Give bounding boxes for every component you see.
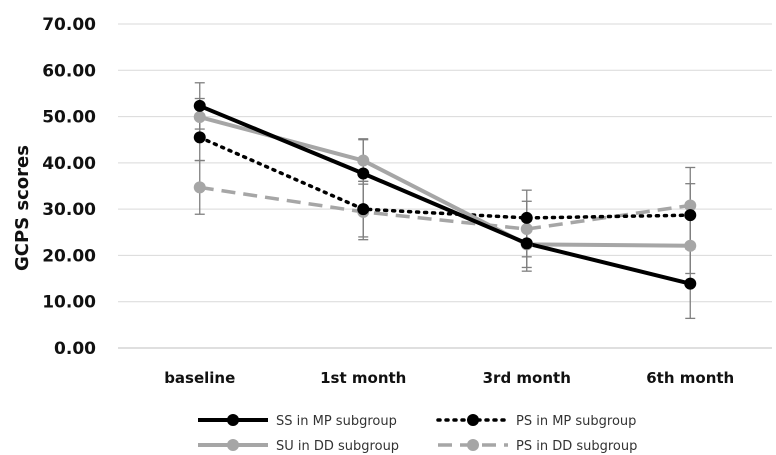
y-tick-label: 20.00 — [42, 246, 96, 266]
y-axis-ticks: 0.00 10.00 20.00 30.00 40.00 50.00 60.00 70.00 — [42, 15, 96, 359]
grid-lines — [118, 23, 772, 349]
y-tick-label: 30.00 — [42, 200, 96, 220]
legend-label: SU in DD subgroup — [276, 439, 399, 454]
legend-item: PS in MP subgroup — [436, 414, 636, 429]
x-tick-label: 3rd month — [483, 369, 571, 387]
y-tick-label: 70.00 — [42, 15, 96, 35]
y-tick-label: 40.00 — [42, 154, 96, 174]
data-point — [357, 203, 370, 216]
series-lines — [198, 104, 692, 286]
data-point — [684, 277, 697, 290]
y-tick-label: 0.00 — [54, 339, 96, 359]
legend-item: SU in DD subgroup — [198, 439, 399, 454]
data-point — [520, 211, 533, 224]
data-point — [684, 199, 697, 212]
data-point — [520, 223, 533, 236]
data-point — [357, 167, 370, 180]
x-tick-label: 6th month — [646, 369, 734, 387]
x-tick-label: baseline — [164, 369, 235, 387]
data-point — [684, 209, 697, 222]
y-axis-label: GCPS scores — [12, 145, 33, 271]
legend-marker — [227, 439, 239, 451]
y-tick-label: 10.00 — [42, 293, 96, 313]
data-point — [193, 181, 206, 194]
data-point — [357, 154, 370, 167]
legend-item: PS in DD subgroup — [438, 439, 637, 454]
data-point — [193, 99, 206, 112]
series-line — [198, 104, 691, 286]
legend-label: SS in MP subgroup — [276, 414, 397, 429]
legend-item: SS in MP subgroup — [198, 414, 397, 429]
legend-label: PS in DD subgroup — [516, 439, 637, 454]
legend-marker — [467, 439, 479, 451]
legend-marker — [467, 414, 479, 426]
legend: SS in MP subgroup PS in MP subgroup SU in … — [198, 414, 637, 454]
x-tick-label: 1st month — [320, 369, 406, 387]
legend-marker — [227, 414, 239, 426]
data-point — [520, 237, 533, 250]
x-axis-ticks: baseline 1st month 3rd month 6th month — [164, 369, 734, 387]
y-tick-label: 60.00 — [42, 61, 96, 81]
y-tick-label: 50.00 — [42, 108, 96, 128]
data-point — [193, 111, 206, 124]
series-markers — [193, 99, 697, 290]
data-point — [193, 131, 206, 144]
series-line — [198, 135, 692, 220]
legend-label: PS in MP subgroup — [516, 414, 636, 429]
series-line — [199, 185, 691, 231]
data-point — [684, 239, 697, 252]
